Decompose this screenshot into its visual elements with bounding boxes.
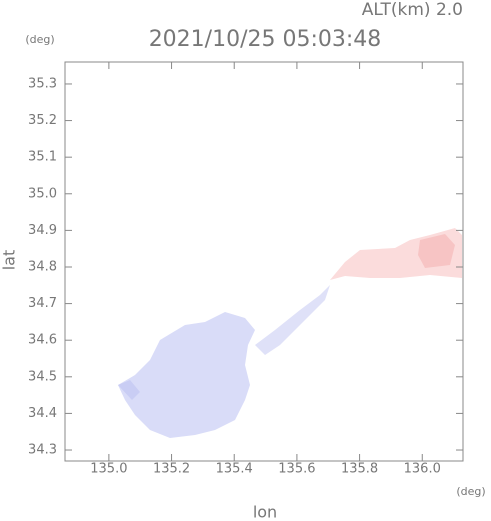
- x-unit: (deg): [456, 485, 485, 498]
- y-tick-label: 34.4: [28, 406, 57, 421]
- y-tick-label: 34.3: [28, 443, 57, 458]
- x-axis-label: lon: [253, 503, 277, 521]
- echo-region: [418, 234, 455, 268]
- y-tick-label: 34.5: [28, 369, 57, 384]
- x-tick-label: 135.0: [90, 462, 127, 477]
- y-tick-label: 34.9: [28, 223, 57, 238]
- y-unit: (deg): [25, 33, 54, 46]
- y-tick-label: 34.8: [28, 259, 57, 274]
- y-axis-label: lat: [0, 250, 19, 271]
- y-tick-label: 34.7: [28, 296, 57, 311]
- x-tick-label: 135.6: [278, 462, 315, 477]
- x-tick-label: 135.8: [341, 462, 378, 477]
- x-tick-label: 135.4: [216, 462, 253, 477]
- plot-frame: [64, 61, 464, 462]
- echo-region: [118, 380, 140, 400]
- y-tick-label: 35.0: [28, 186, 57, 201]
- y-tick-label: 34.6: [28, 333, 57, 348]
- chart-title: 2021/10/25 05:03:48: [149, 27, 382, 52]
- echoes: [118, 228, 462, 438]
- y-tick-label: 35.3: [28, 76, 57, 91]
- echo-region: [255, 285, 330, 355]
- x-tick-label: 135.2: [153, 462, 190, 477]
- x-tick-label: 136.0: [404, 462, 441, 477]
- y-tick-label: 35.2: [28, 113, 57, 128]
- y-tick-label: 35.1: [28, 150, 57, 165]
- altitude-label: ALT(km) 2.0: [362, 0, 463, 20]
- echo-region: [118, 312, 255, 438]
